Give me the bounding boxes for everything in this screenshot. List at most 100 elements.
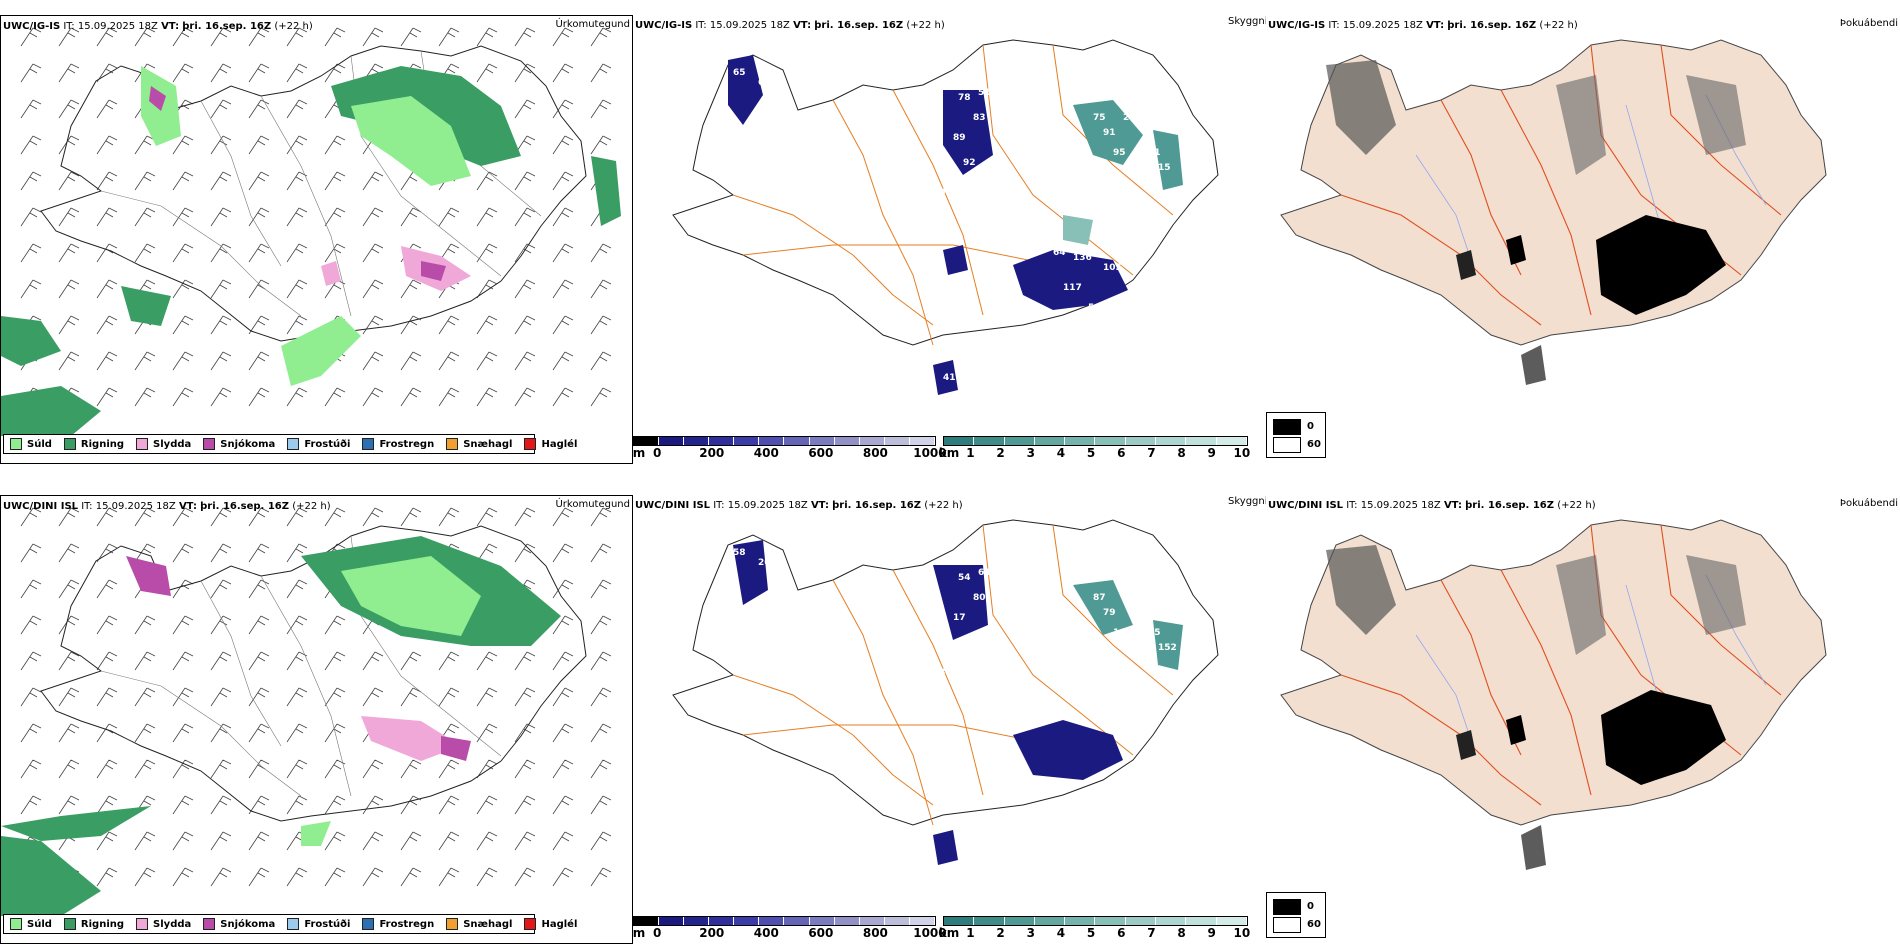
wind-barb — [134, 723, 156, 743]
wind-barb — [134, 387, 156, 407]
colorbar-tick-label: 800 — [862, 446, 888, 460]
panel-label-visibility: Skyggni — [1228, 16, 1268, 27]
fog-map-row2 — [1280, 519, 1827, 870]
colorbar-tick-label: 2 — [996, 446, 1005, 460]
wind-barb — [248, 831, 270, 851]
wind-barb — [248, 759, 270, 779]
wind-barb — [476, 759, 498, 779]
wind-barb — [514, 759, 536, 779]
wind-barb — [134, 759, 156, 779]
wind-barb — [248, 171, 270, 191]
wind-barb — [438, 207, 460, 227]
colorbar-unit: m — [632, 446, 646, 460]
precip-title-row2: UWC/DINI ISL IT: 15.09.2025 18Z VT: þri.… — [3, 501, 331, 512]
wind-barb — [96, 99, 118, 119]
wind-barb — [590, 243, 612, 263]
wind-barb — [324, 687, 346, 707]
wind-barb — [362, 243, 384, 263]
wind-barb — [96, 615, 118, 635]
wind-barb — [324, 27, 346, 47]
colorbar-cell — [884, 917, 910, 925]
wind-barb — [476, 351, 498, 371]
visibility-value-label: 117 — [1063, 283, 1082, 293]
legend-label: Rigning — [80, 918, 125, 930]
wind-barb — [552, 315, 574, 335]
wind-barb — [58, 315, 80, 335]
wind-barb — [514, 351, 536, 371]
wind-barb — [20, 171, 42, 191]
colorbar-tick-label: 6 — [1117, 926, 1126, 940]
wind-barb — [248, 579, 270, 599]
visibility-value-label: 65 — [1148, 628, 1161, 638]
legend-label: Snjókoma — [220, 438, 276, 450]
colorbar-unit: m — [632, 926, 646, 940]
wind-barb — [590, 831, 612, 851]
visibility-value-label: 15 — [1158, 163, 1171, 173]
wind-barb — [248, 135, 270, 155]
wind-barb — [514, 795, 536, 815]
legend-item-snæhagl: Snæhagl — [446, 438, 512, 450]
colorbar-tick-label: 10 — [1233, 926, 1251, 940]
wind-barb — [590, 63, 612, 83]
visibility-value-label: 98 — [1003, 578, 1016, 588]
wind-barb — [438, 867, 460, 887]
legend-swatch — [10, 438, 22, 450]
wind-barb — [58, 243, 80, 263]
wind-barb — [134, 27, 156, 47]
wind-barb — [362, 507, 384, 527]
visibility-title-row2: UWC/DINI ISL IT: 15.09.2025 18Z VT: þri.… — [635, 500, 963, 511]
wind-barb — [590, 351, 612, 371]
wind-barb — [552, 243, 574, 263]
wind-barb — [552, 507, 574, 527]
wind-barb — [552, 27, 574, 47]
fog-title-row2: UWC/DINI ISL IT: 15.09.2025 18Z VT: þri.… — [1268, 500, 1596, 511]
wind-barb — [96, 651, 118, 671]
wind-barb — [590, 723, 612, 743]
wind-barb — [476, 243, 498, 263]
wind-barb — [362, 207, 384, 227]
wind-barb — [476, 867, 498, 887]
colorbar-cell — [759, 917, 785, 925]
legend-label: Frostregn — [379, 438, 435, 450]
roads — [100, 535, 502, 797]
colorbar-cell — [684, 437, 710, 445]
colorbar-cell — [834, 917, 860, 925]
wind-barb — [134, 243, 156, 263]
precip-panel-row1: UWC/IG-IS IT: 15.09.2025 18Z VT: þri. 16… — [0, 15, 633, 464]
wind-barb — [210, 543, 232, 563]
colorbar-cell — [784, 917, 810, 925]
wind-barb — [58, 171, 80, 191]
wind-barb — [134, 651, 156, 671]
wind-barb — [20, 759, 42, 779]
colorbar-tick-label: 0 — [653, 926, 662, 940]
colorbar-tick-label: 600 — [808, 926, 834, 940]
wind-barb — [172, 867, 194, 887]
wind-barb — [324, 867, 346, 887]
wind-barb — [96, 507, 118, 527]
colorbar-unit: km — [938, 446, 960, 460]
wind-barb — [210, 63, 232, 83]
wind-barb — [20, 687, 42, 707]
wind-barb — [20, 651, 42, 671]
wind-barb — [286, 867, 308, 887]
wind-barb — [58, 759, 80, 779]
wind-barb — [324, 207, 346, 227]
colorbar-cell — [809, 437, 835, 445]
legend-item-snjókoma: Snjókoma — [203, 918, 275, 930]
colorbar-cell — [634, 917, 660, 925]
wind-barb — [400, 795, 422, 815]
visibility-areas-row1 — [728, 55, 1183, 395]
wind-barb — [362, 171, 384, 191]
wind-barb — [552, 387, 574, 407]
wind-barb — [590, 387, 612, 407]
wind-barb — [438, 759, 460, 779]
colorbar-tick-label: 9 — [1207, 446, 1216, 460]
wind-barb — [590, 27, 612, 47]
visibility-value-label: 80 — [973, 593, 986, 603]
wind-barb — [58, 543, 80, 563]
legend-swatch — [63, 438, 76, 450]
wind-barb — [134, 831, 156, 851]
wind-barb — [20, 507, 42, 527]
legend-item-haglél: Haglél — [524, 438, 577, 450]
legend-swatch — [203, 438, 216, 450]
